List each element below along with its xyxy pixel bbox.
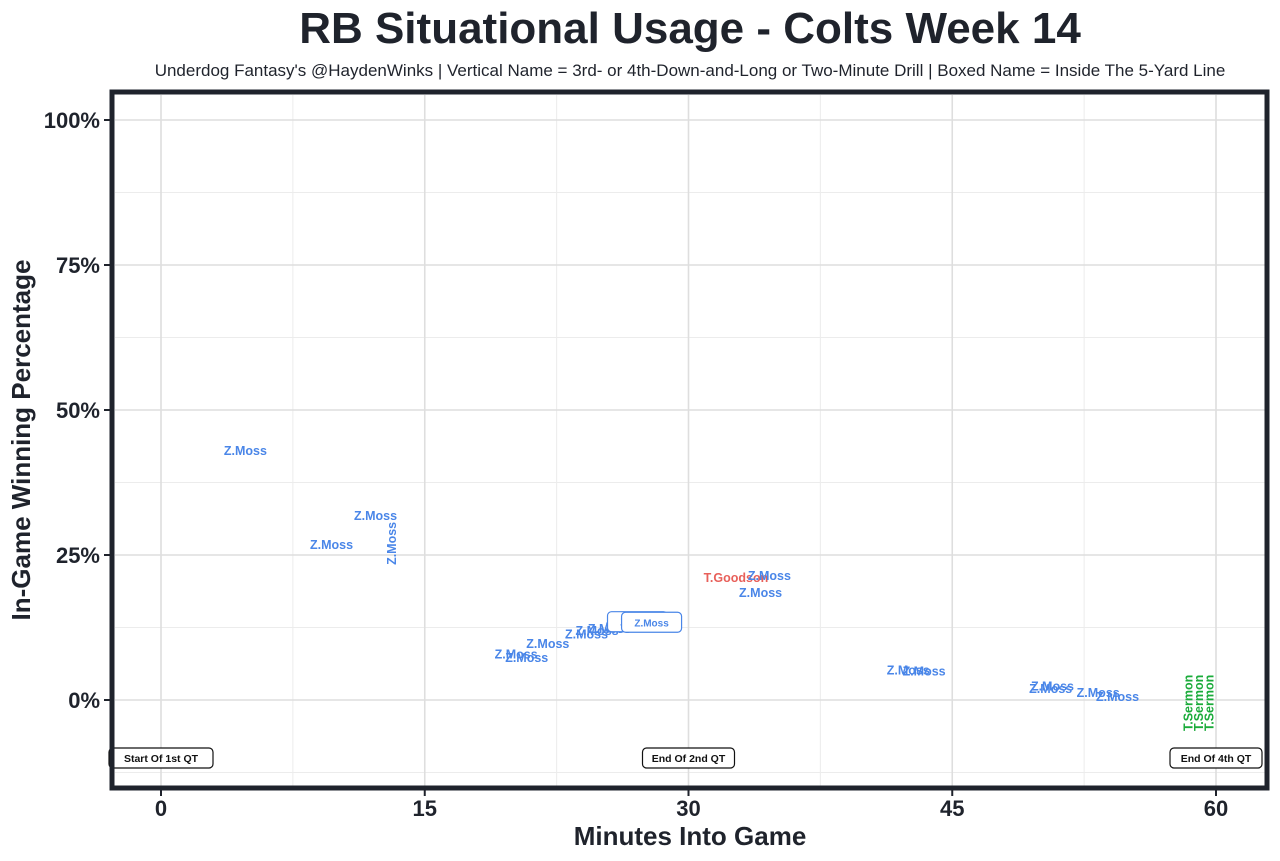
quarter-annotation: End Of 4th QT: [1181, 753, 1252, 765]
y-tick-label: 100%: [44, 108, 100, 133]
quarter-annotation: Start Of 1st QT: [124, 753, 199, 765]
x-axis-title: Minutes Into Game: [574, 821, 807, 851]
data-point-label: Z.Moss: [1077, 686, 1120, 700]
quarter-annotation-box: [108, 747, 214, 769]
data-point-label: Z.Moss: [224, 444, 267, 458]
data-point-label: T.Goodson: [704, 571, 769, 585]
data-point-label: Z.Moss: [1096, 690, 1139, 704]
grid: [115, 95, 1265, 786]
quarter-annotation-box: [641, 747, 736, 769]
data-point-label: Z.Moss: [903, 665, 946, 679]
y-axis-title: In-Game Winning Percentage: [6, 260, 36, 621]
quarter-annotations: Start Of 1st QT End Of 2nd QT End Of 4th Q…: [108, 747, 1263, 769]
data-point-label: Z.Moss: [495, 648, 538, 662]
data-point-label: Z.Moss: [887, 663, 930, 677]
panel-border: [109, 89, 1270, 791]
x-tick-label: 60: [1204, 796, 1228, 821]
data-point-label: Z.Moss: [310, 538, 353, 552]
x-tick-label: 30: [676, 796, 700, 821]
data-point-label: Z.Moss: [748, 569, 791, 583]
chart-subtitle: Underdog Fantasy's @HaydenWinks | Vertic…: [155, 61, 1226, 80]
x-tick-label: 15: [413, 796, 437, 821]
y-tick-label: 50%: [56, 398, 100, 423]
data-point-label: Z.Moss: [385, 522, 399, 565]
quarter-annotation-box: [1169, 747, 1263, 769]
data-point-label: T.Sermon: [1202, 675, 1216, 731]
data-point-label: Z.Moss: [739, 586, 782, 600]
quarter-annotation: End Of 2nd QT: [652, 753, 726, 765]
y-tick-label: 25%: [56, 543, 100, 568]
boxed-point-frame: [620, 611, 683, 633]
y-tick-label: 0%: [68, 688, 100, 713]
axis-ticks: 0 15 30 45 60 0% 25% 50% 75% 100%: [44, 108, 1229, 821]
x-tick-label: 45: [940, 796, 964, 821]
data-point-label: Z.Moss: [505, 651, 548, 665]
chart-title: RB Situational Usage - Colts Week 14: [299, 4, 1081, 53]
data-point-label: Z.Moss: [634, 618, 669, 629]
data-point-label: Z.Moss: [1031, 680, 1074, 694]
data-point-label: Z.Moss: [1029, 682, 1072, 696]
data-point-label: Z.Moss: [565, 627, 608, 641]
data-points: Z.MossZ.MossZ.MossZ.MossZ.MossZ.MossZ.Mo…: [224, 444, 1217, 731]
y-tick-label: 75%: [56, 253, 100, 278]
data-point-label: Z.Moss: [354, 509, 397, 523]
x-tick-label: 0: [155, 796, 167, 821]
data-point-label: T.Sermon: [1181, 675, 1195, 731]
data-point-label: T.Sermon: [1192, 675, 1206, 731]
data-point-label: Z.Moss: [526, 637, 569, 651]
